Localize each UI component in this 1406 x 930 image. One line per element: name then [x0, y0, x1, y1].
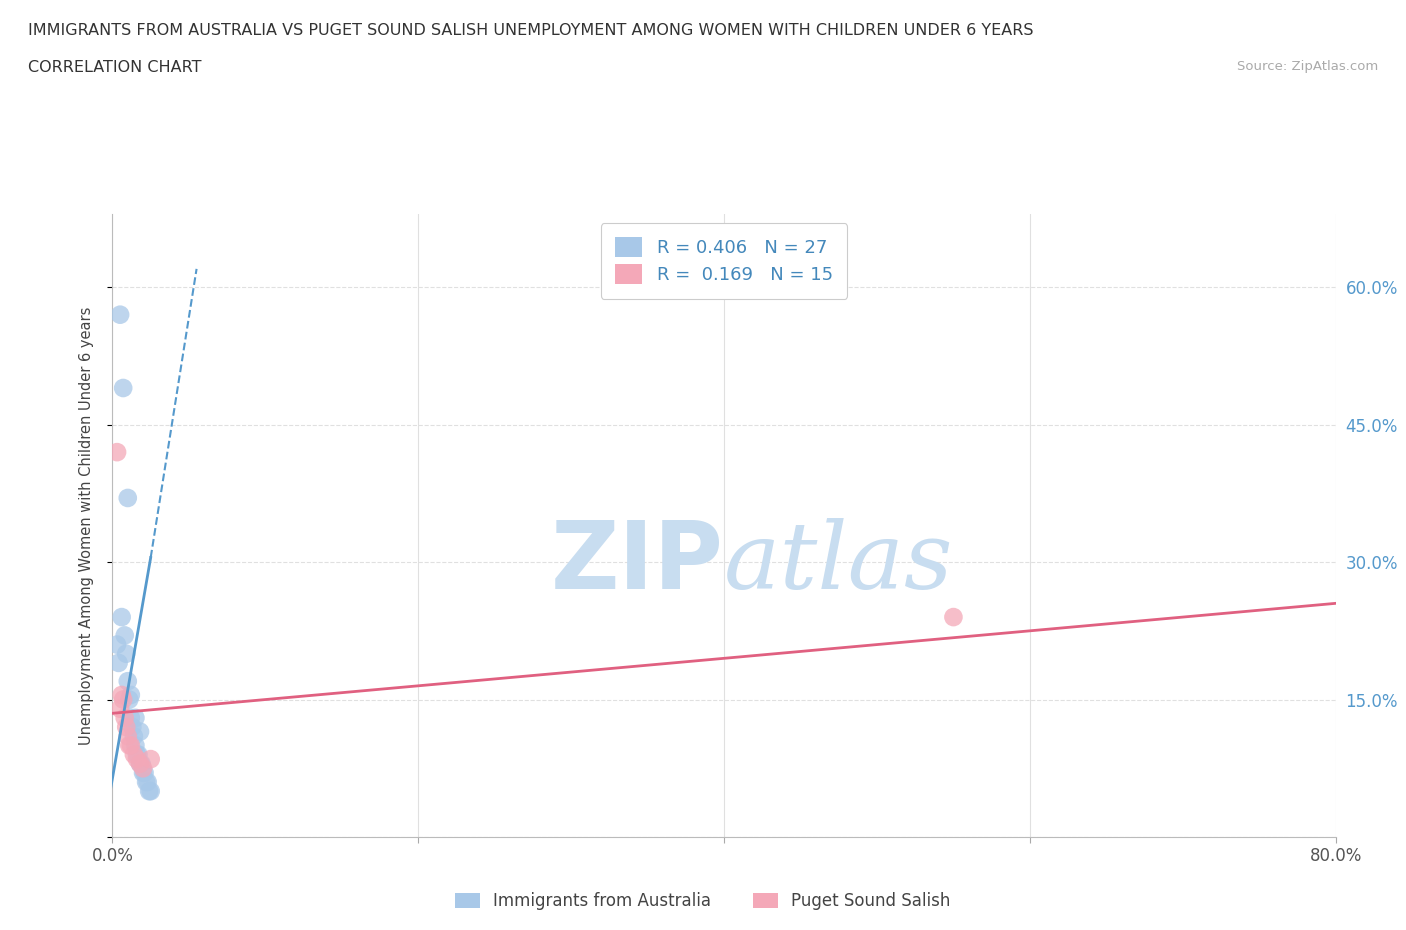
Point: [115, 646, 138, 661]
Point: [125, 747, 148, 762]
Point: [139, 784, 162, 799]
Point: [125, 751, 148, 766]
Point: [117, 673, 139, 688]
Point: [111, 687, 134, 702]
Text: CORRELATION CHART: CORRELATION CHART: [28, 60, 201, 75]
Point: [120, 711, 142, 725]
Point: [138, 784, 160, 799]
Point: [129, 724, 152, 739]
Point: [115, 720, 138, 735]
Point: [117, 729, 139, 744]
Point: [124, 711, 146, 725]
Legend: Immigrants from Australia, Puget Sound Salish: Immigrants from Australia, Puget Sound S…: [449, 885, 957, 917]
Point: [121, 720, 143, 735]
Text: ZIP: ZIP: [551, 517, 724, 609]
Point: [114, 628, 136, 643]
Point: [108, 701, 131, 716]
Point: [112, 380, 135, 395]
Text: Source: ZipAtlas.com: Source: ZipAtlas.com: [1237, 60, 1378, 73]
Point: [129, 756, 152, 771]
Point: [132, 765, 155, 780]
Point: [117, 490, 139, 505]
Point: [114, 711, 136, 725]
Point: [112, 692, 135, 707]
Point: [132, 761, 155, 776]
Point: [124, 737, 146, 752]
Point: [134, 765, 156, 780]
Point: [129, 756, 152, 771]
Text: IMMIGRANTS FROM AUSTRALIA VS PUGET SOUND SALISH UNEMPLOYMENT AMONG WOMEN WITH CH: IMMIGRANTS FROM AUSTRALIA VS PUGET SOUND…: [28, 23, 1033, 38]
Legend: R = 0.406   N = 27, R =  0.169   N = 15: R = 0.406 N = 27, R = 0.169 N = 15: [600, 223, 848, 299]
Point: [135, 775, 157, 790]
Point: [118, 737, 141, 752]
Point: [108, 307, 131, 322]
Point: [136, 775, 159, 790]
Point: [127, 747, 149, 762]
Point: [122, 729, 145, 744]
Point: [107, 656, 129, 671]
Y-axis label: Unemployment Among Women with Children Under 6 years: Unemployment Among Women with Children U…: [79, 306, 94, 745]
Point: [120, 737, 142, 752]
Point: [105, 445, 128, 459]
Point: [105, 637, 128, 652]
Point: [118, 692, 141, 707]
Point: [122, 747, 145, 762]
Text: atlas: atlas: [724, 518, 953, 608]
Point: [942, 610, 965, 625]
Point: [131, 756, 153, 771]
Point: [120, 687, 142, 702]
Point: [111, 610, 134, 625]
Point: [139, 751, 162, 766]
